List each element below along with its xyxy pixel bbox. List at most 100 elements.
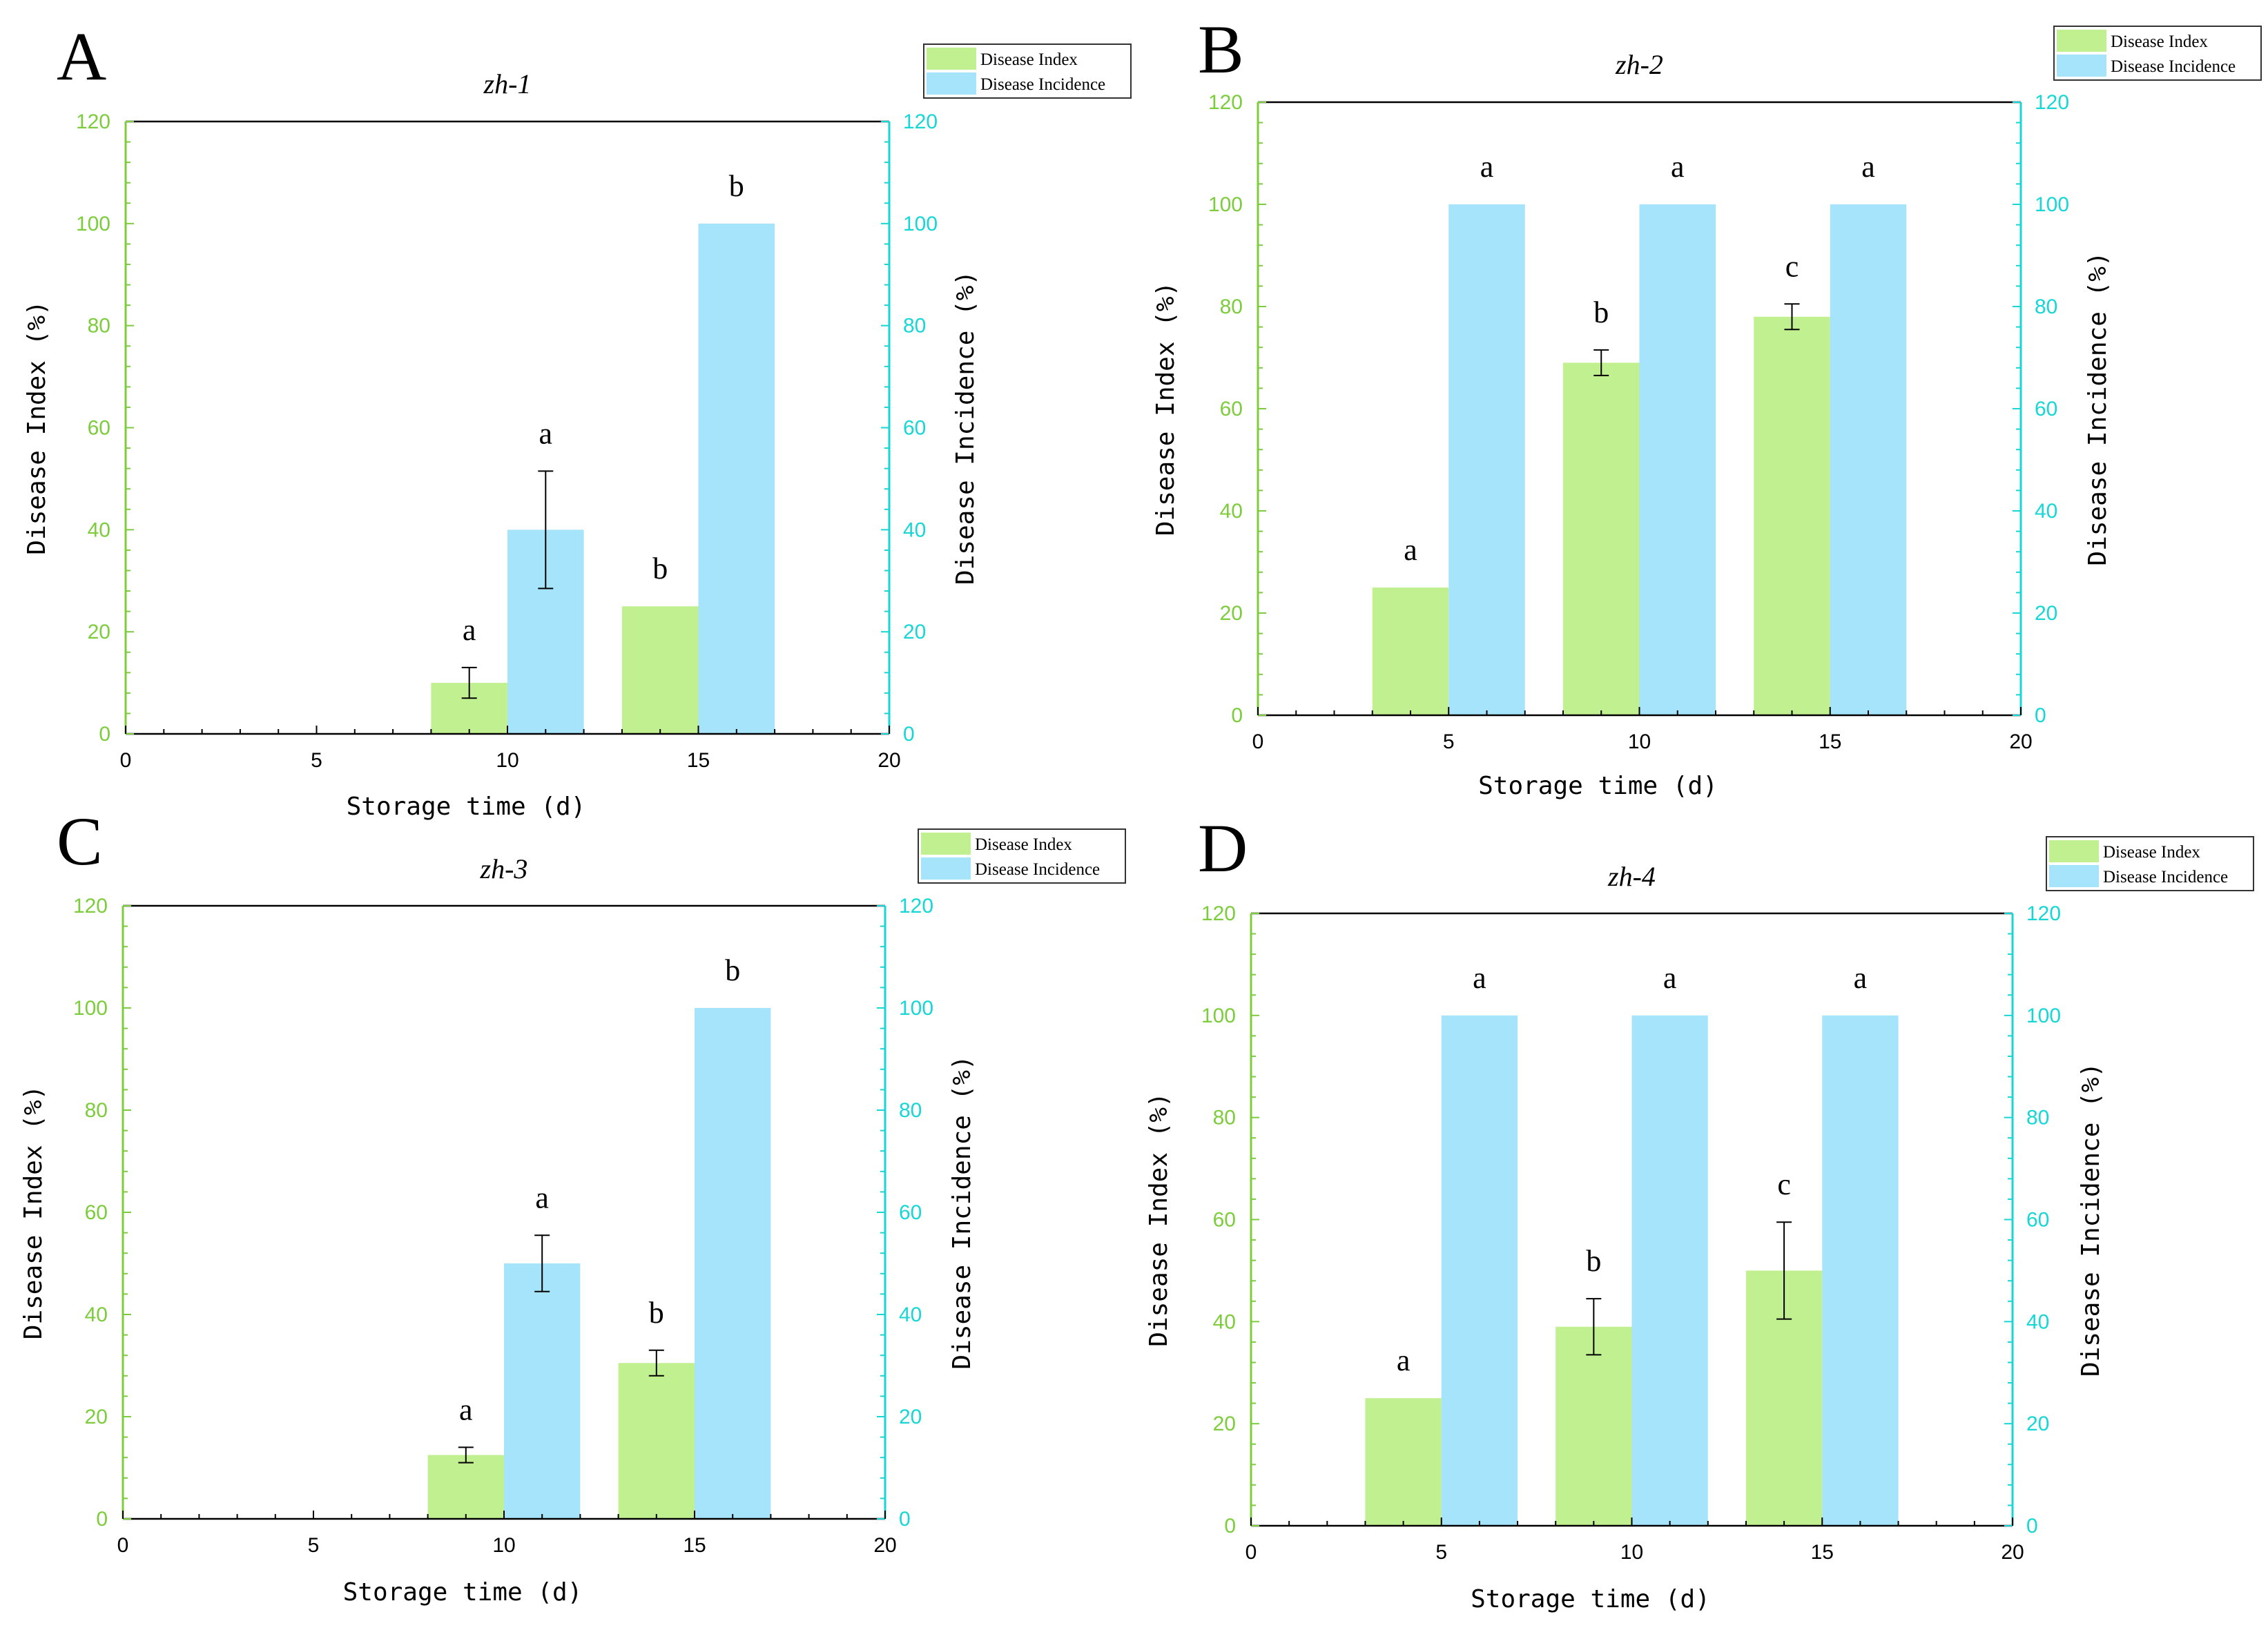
significance-label: a xyxy=(1671,150,1685,184)
legend-label-incidence: Disease Incidence xyxy=(975,860,1100,879)
legend-swatch-index xyxy=(2057,30,2106,52)
significance-label: a xyxy=(1663,961,1677,995)
left-y-tick-label: 40 xyxy=(1213,1310,1236,1333)
right-y-tick-label: 80 xyxy=(2026,1107,2049,1129)
x-tick-label: 15 xyxy=(1811,1541,1834,1564)
x-axis-title: Storage time (d) xyxy=(343,1578,583,1607)
chart-title: zh-3 xyxy=(480,853,528,884)
right-y-tick-label: 80 xyxy=(899,1099,922,1122)
left-y-axis-title: Disease Index (%) xyxy=(19,1085,48,1339)
right-y-tick-label: 60 xyxy=(899,1201,922,1224)
x-axis-title: Storage time (d) xyxy=(1478,772,1718,800)
right-y-tick-label: 100 xyxy=(899,997,933,1020)
right-y-axis-title: Disease Incidence (%) xyxy=(951,271,980,585)
right-y-tick-label: 60 xyxy=(2035,398,2057,420)
x-axis-title: Storage time (d) xyxy=(347,793,586,821)
error-bar xyxy=(648,1349,664,1377)
left-y-tick-label: 100 xyxy=(73,997,108,1020)
legend: Disease Index Disease Incidence xyxy=(2046,836,2254,891)
significance-label: a xyxy=(1397,1343,1411,1377)
x-tick-label: 10 xyxy=(1620,1541,1643,1564)
disease-incidence-bar-C-2 xyxy=(504,1263,581,1519)
right-y-tick-label: 80 xyxy=(2035,295,2057,318)
right-y-tick-label: 40 xyxy=(903,518,926,541)
right-y-tick-label: 0 xyxy=(2026,1515,2038,1537)
left-y-tick-label: 40 xyxy=(1220,500,1243,523)
left-y-tick-label: 60 xyxy=(88,417,110,440)
left-y-tick-label: 0 xyxy=(1231,704,1243,727)
disease-incidence-bar-A-3 xyxy=(698,223,775,734)
x-tick-label: 0 xyxy=(1246,1541,1257,1564)
left-y-tick-label: 120 xyxy=(76,110,110,133)
right-y-tick-label: 0 xyxy=(2035,704,2046,727)
significance-label: a xyxy=(1854,961,1868,995)
panel-letter: B xyxy=(1198,11,1244,88)
disease-incidence-bar-D-1 xyxy=(1441,1015,1518,1526)
x-tick-label: 20 xyxy=(2001,1541,2024,1564)
left-y-tick-label: 100 xyxy=(76,213,110,235)
legend-label-index: Disease Index xyxy=(2111,32,2208,51)
disease-index-bar-B-1 xyxy=(1372,588,1449,715)
x-tick-label: 10 xyxy=(1628,730,1651,753)
significance-label: a xyxy=(535,1181,549,1214)
legend-label-index: Disease Index xyxy=(2103,843,2200,862)
x-tick-label: 20 xyxy=(2009,730,2032,753)
left-y-tick-label: 80 xyxy=(88,315,110,338)
x-tick-label: 20 xyxy=(878,749,900,772)
right-y-tick-label: 120 xyxy=(899,895,933,918)
legend-label-incidence: Disease Incidence xyxy=(980,75,1105,94)
significance-label: b xyxy=(725,953,740,987)
chart-title: zh-4 xyxy=(1607,861,1656,892)
legend-swatch-incidence xyxy=(2049,865,2099,887)
x-tick-label: 5 xyxy=(1435,1541,1447,1564)
legend-swatch-incidence xyxy=(927,72,976,95)
legend-label-index: Disease Index xyxy=(980,50,1078,69)
x-tick-label: 10 xyxy=(492,1534,515,1557)
right-y-tick-label: 80 xyxy=(903,315,926,338)
left-y-tick-label: 80 xyxy=(85,1099,108,1122)
x-tick-label: 0 xyxy=(1252,730,1264,753)
chart-title: zh-2 xyxy=(1615,49,1663,80)
legend-label-incidence: Disease Incidence xyxy=(2103,868,2228,886)
significance-label: a xyxy=(463,613,476,647)
legend-label-index: Disease Index xyxy=(975,835,1072,854)
legend-swatch-incidence xyxy=(921,857,971,880)
error-bar xyxy=(1593,349,1609,376)
disease-incidence-bar-B-2 xyxy=(1639,204,1716,715)
panel-letter: D xyxy=(1198,810,1248,886)
significance-label: b xyxy=(652,552,668,585)
left-y-tick-label: 60 xyxy=(1213,1209,1236,1232)
disease-index-bar-D-2 xyxy=(1555,1326,1632,1526)
right-y-tick-label: 40 xyxy=(2035,500,2057,523)
x-axis-title: Storage time (d) xyxy=(1471,1585,1710,1613)
right-y-tick-label: 40 xyxy=(2026,1310,2049,1333)
left-y-axis-title: Disease Index (%) xyxy=(1152,282,1180,536)
left-y-tick-label: 0 xyxy=(99,723,110,746)
left-y-tick-label: 0 xyxy=(1224,1515,1236,1537)
left-y-tick-label: 120 xyxy=(1208,91,1243,114)
x-tick-label: 5 xyxy=(311,749,322,772)
right-y-tick-label: 0 xyxy=(903,723,915,746)
x-tick-label: 0 xyxy=(117,1534,129,1557)
right-y-tick-label: 20 xyxy=(899,1406,922,1428)
significance-label: a xyxy=(539,416,553,450)
left-y-tick-label: 100 xyxy=(1201,1005,1236,1027)
x-tick-label: 15 xyxy=(1819,730,1841,753)
error-bar xyxy=(538,470,554,590)
legend-swatch-incidence xyxy=(2057,55,2106,77)
right-y-tick-label: 60 xyxy=(2026,1209,2049,1232)
x-tick-label: 5 xyxy=(1443,730,1455,753)
left-y-tick-label: 20 xyxy=(1220,602,1243,625)
significance-label: b xyxy=(649,1296,664,1330)
left-y-tick-label: 100 xyxy=(1208,193,1243,216)
significance-label: b xyxy=(1593,295,1609,329)
significance-label: a xyxy=(1404,533,1417,567)
left-y-axis-title: Disease Index (%) xyxy=(23,300,51,554)
right-y-tick-label: 20 xyxy=(2035,602,2057,625)
legend-swatch-index xyxy=(2049,840,2099,862)
right-y-tick-label: 100 xyxy=(2026,1005,2061,1027)
legend: Disease Index Disease Incidence xyxy=(923,43,1132,99)
x-tick-label: 15 xyxy=(683,1534,706,1557)
